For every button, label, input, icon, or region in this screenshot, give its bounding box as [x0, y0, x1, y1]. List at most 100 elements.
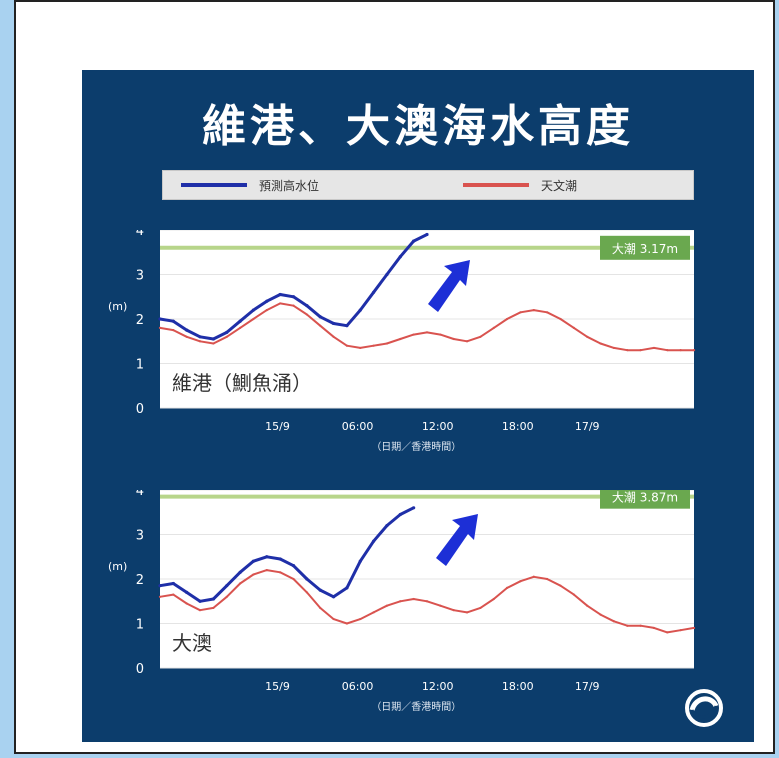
data-point — [679, 629, 682, 632]
tide-chart-slide: 維港、大澳海水高度 預測高水位 天文潮 0 1 2 3 4 (m) 大潮 3.17m 維港（鰂… — [82, 70, 754, 742]
data-point — [225, 584, 229, 588]
data-point — [345, 586, 349, 590]
data-point — [292, 577, 295, 581]
data-point — [546, 311, 549, 314]
data-point — [639, 624, 642, 627]
x-axis-label: （日期／香港時間） — [371, 701, 461, 713]
data-point — [158, 595, 162, 598]
series-line-forecast — [159, 506, 415, 603]
data-point — [412, 506, 416, 510]
data-point — [612, 346, 616, 350]
data-point — [399, 600, 402, 603]
data-point — [532, 575, 535, 578]
y-tick-label: 4 — [136, 230, 144, 239]
x-tick-label: 12:00 — [422, 420, 454, 433]
data-point — [225, 335, 228, 338]
data-point — [492, 597, 495, 601]
hko-logo-icon — [685, 689, 723, 727]
threshold-badge — [600, 490, 690, 509]
y-tick-label: 3 — [136, 269, 144, 284]
x-tick-label: 17/9 — [575, 420, 600, 433]
data-point — [212, 606, 215, 610]
data-point — [372, 611, 375, 614]
data-point — [238, 319, 242, 323]
data-point — [519, 311, 522, 314]
data-point — [212, 342, 215, 345]
data-point — [251, 308, 256, 312]
data-point — [305, 591, 308, 594]
data-point — [211, 597, 215, 601]
data-point — [225, 595, 228, 598]
data-point — [172, 329, 175, 332]
y-tick-label: 4 — [136, 490, 144, 499]
data-point — [358, 559, 362, 563]
data-point — [626, 349, 629, 352]
data-point — [626, 624, 629, 627]
data-point — [465, 340, 469, 343]
data-point — [198, 335, 202, 339]
data-point — [452, 609, 455, 612]
data-point — [412, 333, 415, 336]
data-point — [331, 595, 336, 599]
data-point — [319, 324, 322, 327]
threshold-label: 大潮 3.87m — [612, 490, 678, 505]
data-point — [198, 609, 202, 612]
data-point — [412, 597, 415, 601]
x-tick-label: 06:00 — [342, 420, 374, 433]
data-point — [265, 299, 269, 303]
y-tick-label: 1 — [136, 358, 144, 373]
data-point — [572, 326, 575, 329]
data-point — [586, 604, 589, 607]
data-point — [652, 626, 656, 630]
threshold-badge — [600, 235, 690, 260]
data-point — [546, 577, 549, 581]
legend-label-forecast: 預測高水位 — [259, 179, 320, 193]
legend: 預測高水位 天文潮 — [162, 170, 694, 200]
data-point — [425, 600, 429, 603]
data-point — [666, 349, 669, 352]
data-point — [359, 346, 362, 350]
data-point — [252, 573, 255, 576]
chart-panel-victoria-harbour: 0 1 2 3 4 (m) 大潮 3.17m 維港（鰂魚涌） 15/9 06:00 12:00 18:… — [82, 230, 754, 470]
chart-svg-victoria-harbour: 0 1 2 3 4 (m) 大潮 3.17m 維港（鰂魚涌） 15/9 06:00 12:00 18:… — [108, 230, 696, 453]
data-point — [666, 631, 669, 634]
data-point — [185, 602, 188, 605]
data-point — [532, 309, 535, 312]
x-tick-label: 18:00 — [502, 680, 534, 693]
data-point — [332, 617, 335, 621]
data-point — [332, 335, 335, 338]
data-point — [198, 599, 202, 603]
y-tick-label: 0 — [136, 662, 144, 677]
data-point — [425, 232, 429, 237]
data-point — [385, 342, 389, 345]
data-point — [599, 613, 602, 616]
data-point — [198, 340, 202, 343]
data-point — [398, 255, 402, 259]
data-point — [318, 315, 322, 319]
data-point — [278, 292, 282, 297]
data-point — [265, 309, 268, 312]
data-point — [372, 344, 375, 347]
data-point — [252, 317, 255, 321]
data-point — [345, 344, 348, 347]
data-point — [185, 335, 188, 338]
data-point — [225, 330, 229, 334]
data-point — [265, 555, 269, 559]
data-point — [185, 328, 189, 332]
data-point — [559, 584, 562, 587]
station-label: 大澳 — [172, 631, 212, 655]
data-point — [331, 321, 336, 326]
x-tick-label: 15/9 — [265, 680, 290, 693]
data-point — [158, 584, 162, 588]
chart-panel-tai-o: 0 1 2 3 4 (m) 大潮 3.87m 大澳 15/9 06:00 12:00 18:00 17/… — [82, 490, 754, 730]
y-tick-label: 2 — [136, 573, 144, 588]
data-point — [612, 620, 616, 623]
data-point — [399, 337, 402, 341]
data-point — [385, 524, 389, 528]
data-point — [439, 604, 442, 607]
y-axis-label: (m) — [108, 300, 127, 313]
data-point — [412, 239, 416, 243]
data-point — [479, 335, 482, 338]
data-point — [692, 626, 696, 630]
data-point — [679, 349, 682, 352]
